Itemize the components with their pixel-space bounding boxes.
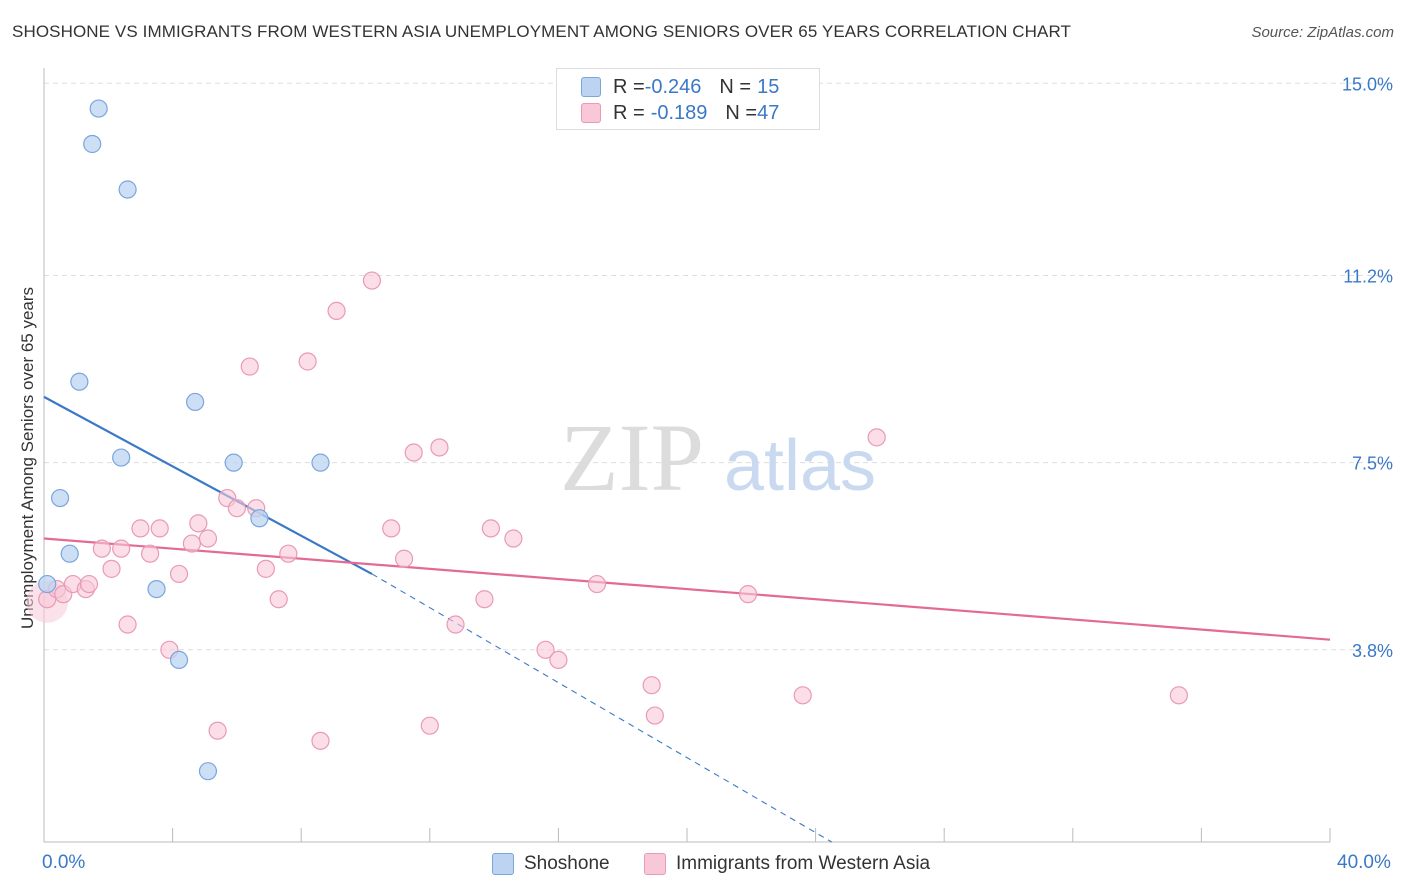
point-immigrants xyxy=(420,716,439,735)
legend-swatch-blue xyxy=(581,77,601,97)
point-immigrants xyxy=(481,519,500,538)
point-immigrants xyxy=(327,301,346,321)
point-immigrants xyxy=(79,574,99,594)
point-shoshone xyxy=(89,99,108,118)
trend-line-shoshone xyxy=(43,395,373,575)
point-immigrants xyxy=(587,574,607,594)
legend-label-shoshone: Shoshone xyxy=(524,853,610,874)
point-shoshone xyxy=(311,453,330,472)
y-tick-labels: 3.8% 7.5% 11.2% 15.0% xyxy=(1342,74,1393,661)
point-immigrants xyxy=(150,519,169,538)
legend-item-immigrants: Immigrants from Western Asia xyxy=(644,850,930,878)
point-immigrants xyxy=(793,686,812,705)
legend-n-label: N = xyxy=(725,101,758,124)
legend-r-value: -0.246 xyxy=(644,75,702,98)
legend-item-shoshone: Shoshone xyxy=(492,850,610,878)
y-tick-label: 3.8% xyxy=(1352,641,1393,661)
chart-title: SHOSHONE VS IMMIGRANTS FROM WESTERN ASIA… xyxy=(12,22,1072,41)
point-immigrants xyxy=(208,721,227,740)
point-immigrants xyxy=(240,357,259,376)
point-shoshone xyxy=(169,650,189,670)
point-immigrants xyxy=(298,352,317,371)
watermark-zip: ZIP xyxy=(560,404,704,511)
series-legend: Shoshone Immigrants from Western Asia xyxy=(0,850,1406,878)
point-shoshone xyxy=(250,509,269,528)
point-shoshone xyxy=(70,372,89,391)
point-immigrants xyxy=(536,640,555,659)
point-immigrants xyxy=(362,271,382,290)
point-shoshone xyxy=(186,392,205,412)
point-immigrants xyxy=(140,544,160,563)
x-tick-label-min: 0.0% xyxy=(42,852,86,873)
point-shoshone xyxy=(50,488,70,508)
point-shoshone xyxy=(198,762,218,781)
legend-r-label: R = xyxy=(613,101,645,124)
point-immigrants xyxy=(169,564,189,584)
point-shoshone xyxy=(147,579,166,599)
point-shoshone xyxy=(112,448,131,467)
point-shoshone xyxy=(224,453,243,472)
point-immigrants xyxy=(102,559,121,578)
point-shoshone xyxy=(60,544,79,563)
trend-line-immigrants xyxy=(43,537,1331,641)
point-immigrants xyxy=(269,590,288,609)
legend-row-shoshone: R = -0.246 N = 15 xyxy=(581,74,779,100)
point-immigrants xyxy=(256,559,275,578)
point-immigrants xyxy=(504,529,523,548)
legend-swatch-pink xyxy=(581,103,601,123)
point-immigrants xyxy=(311,731,330,750)
legend-r-value: -0.189 xyxy=(650,101,708,124)
point-immigrants xyxy=(279,544,298,563)
point-immigrants xyxy=(404,443,423,462)
correlation-legend: R = -0.246 N = 15 R = -0.189 N = 47 xyxy=(556,68,820,130)
point-immigrants xyxy=(1169,686,1188,705)
point-immigrants xyxy=(430,438,449,457)
point-immigrants xyxy=(112,539,131,558)
point-immigrants xyxy=(382,519,401,538)
point-immigrants xyxy=(198,529,218,548)
point-immigrants xyxy=(738,585,758,604)
legend-r-label: R = xyxy=(613,75,645,98)
legend-n-value: 15 xyxy=(757,75,780,98)
point-immigrants xyxy=(182,534,201,553)
data-points xyxy=(26,99,1188,781)
point-immigrants xyxy=(189,514,208,533)
trend-line-shoshone-extension xyxy=(371,573,832,843)
point-shoshone xyxy=(118,180,137,199)
y-tick-label: 15.0% xyxy=(1342,74,1393,94)
gridlines xyxy=(44,82,1394,651)
watermark-atlas: atlas xyxy=(724,426,876,506)
point-immigrants xyxy=(118,615,137,634)
point-immigrants xyxy=(446,615,465,634)
legend-swatch-pink xyxy=(644,853,666,875)
legend-n-value: 47 xyxy=(757,101,780,124)
point-immigrants xyxy=(92,539,111,558)
watermark: ZIP atlas xyxy=(560,404,876,511)
point-immigrants xyxy=(645,706,664,725)
point-immigrants xyxy=(549,650,568,670)
legend-row-immigrants: R = -0.189 N = 47 xyxy=(581,100,779,126)
point-immigrants xyxy=(131,519,150,538)
axes xyxy=(43,68,1331,843)
legend-n-label: N = xyxy=(719,75,752,98)
x-tick-label-max: 40.0% xyxy=(1337,852,1391,873)
point-shoshone xyxy=(38,574,57,594)
y-tick-label: 11.2% xyxy=(1343,266,1393,286)
point-immigrants xyxy=(642,676,661,695)
legend-label-immigrants: Immigrants from Western Asia xyxy=(676,853,931,874)
y-tick-label: 7.5% xyxy=(1352,454,1393,474)
trend-lines xyxy=(43,395,1331,843)
point-immigrants xyxy=(394,549,414,568)
point-immigrants xyxy=(867,428,886,447)
source-label: Source: ZipAtlas.com xyxy=(1251,24,1394,41)
point-immigrants xyxy=(475,590,494,609)
legend-swatch-blue xyxy=(492,853,514,875)
point-shoshone xyxy=(83,134,102,154)
point-immigrants xyxy=(227,499,246,518)
